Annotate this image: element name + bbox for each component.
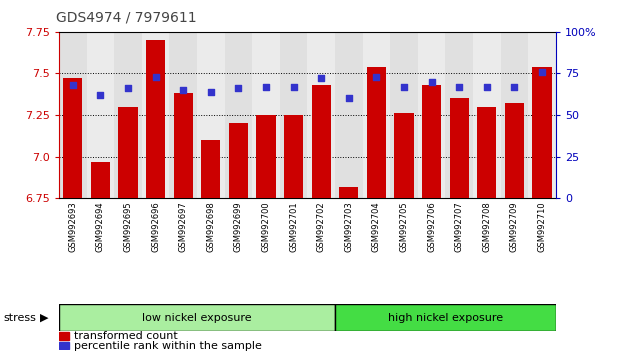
Text: stress: stress: [3, 313, 36, 323]
Point: [151, 74, 161, 80]
Point: [427, 79, 437, 85]
Bar: [59, 342, 70, 349]
Point: [68, 82, 78, 88]
Bar: [473, 32, 501, 198]
Bar: [335, 32, 363, 198]
Bar: [59, 304, 335, 331]
Point: [344, 96, 354, 101]
Point: [399, 84, 409, 90]
Point: [233, 86, 243, 91]
Bar: [280, 32, 307, 198]
Bar: [119, 107, 138, 198]
Point: [537, 69, 547, 75]
Point: [206, 89, 215, 95]
Bar: [422, 85, 442, 198]
Bar: [394, 113, 414, 198]
Text: transformed count: transformed count: [75, 331, 178, 341]
Bar: [91, 162, 110, 198]
Bar: [307, 32, 335, 198]
Bar: [418, 32, 445, 198]
Bar: [59, 332, 70, 340]
Bar: [477, 107, 496, 198]
Bar: [501, 32, 528, 198]
Bar: [532, 67, 551, 198]
Bar: [225, 32, 252, 198]
Bar: [229, 123, 248, 198]
Text: high nickel exposure: high nickel exposure: [388, 313, 503, 323]
Bar: [450, 98, 469, 198]
Bar: [142, 32, 170, 198]
Point: [316, 76, 326, 81]
Bar: [201, 140, 220, 198]
Bar: [63, 79, 83, 198]
Point: [96, 92, 106, 98]
Bar: [335, 304, 556, 331]
Point: [454, 84, 464, 90]
Bar: [505, 103, 524, 198]
Bar: [390, 32, 418, 198]
Bar: [252, 32, 280, 198]
Bar: [170, 32, 197, 198]
Bar: [114, 32, 142, 198]
Bar: [86, 32, 114, 198]
Bar: [59, 32, 86, 198]
Point: [178, 87, 188, 93]
Point: [509, 84, 519, 90]
Bar: [445, 32, 473, 198]
Point: [482, 84, 492, 90]
Text: ▶: ▶: [40, 313, 49, 323]
Point: [289, 84, 299, 90]
Bar: [146, 40, 165, 198]
Text: percentile rank within the sample: percentile rank within the sample: [75, 341, 262, 350]
Point: [261, 84, 271, 90]
Bar: [339, 187, 358, 198]
Bar: [367, 67, 386, 198]
Point: [123, 86, 133, 91]
Text: low nickel exposure: low nickel exposure: [142, 313, 252, 323]
Bar: [173, 93, 193, 198]
Text: GDS4974 / 7979611: GDS4974 / 7979611: [56, 11, 196, 25]
Bar: [363, 32, 390, 198]
Point: [371, 74, 381, 80]
Bar: [528, 32, 556, 198]
Bar: [197, 32, 225, 198]
Bar: [284, 115, 303, 198]
Bar: [256, 115, 276, 198]
Bar: [312, 85, 331, 198]
